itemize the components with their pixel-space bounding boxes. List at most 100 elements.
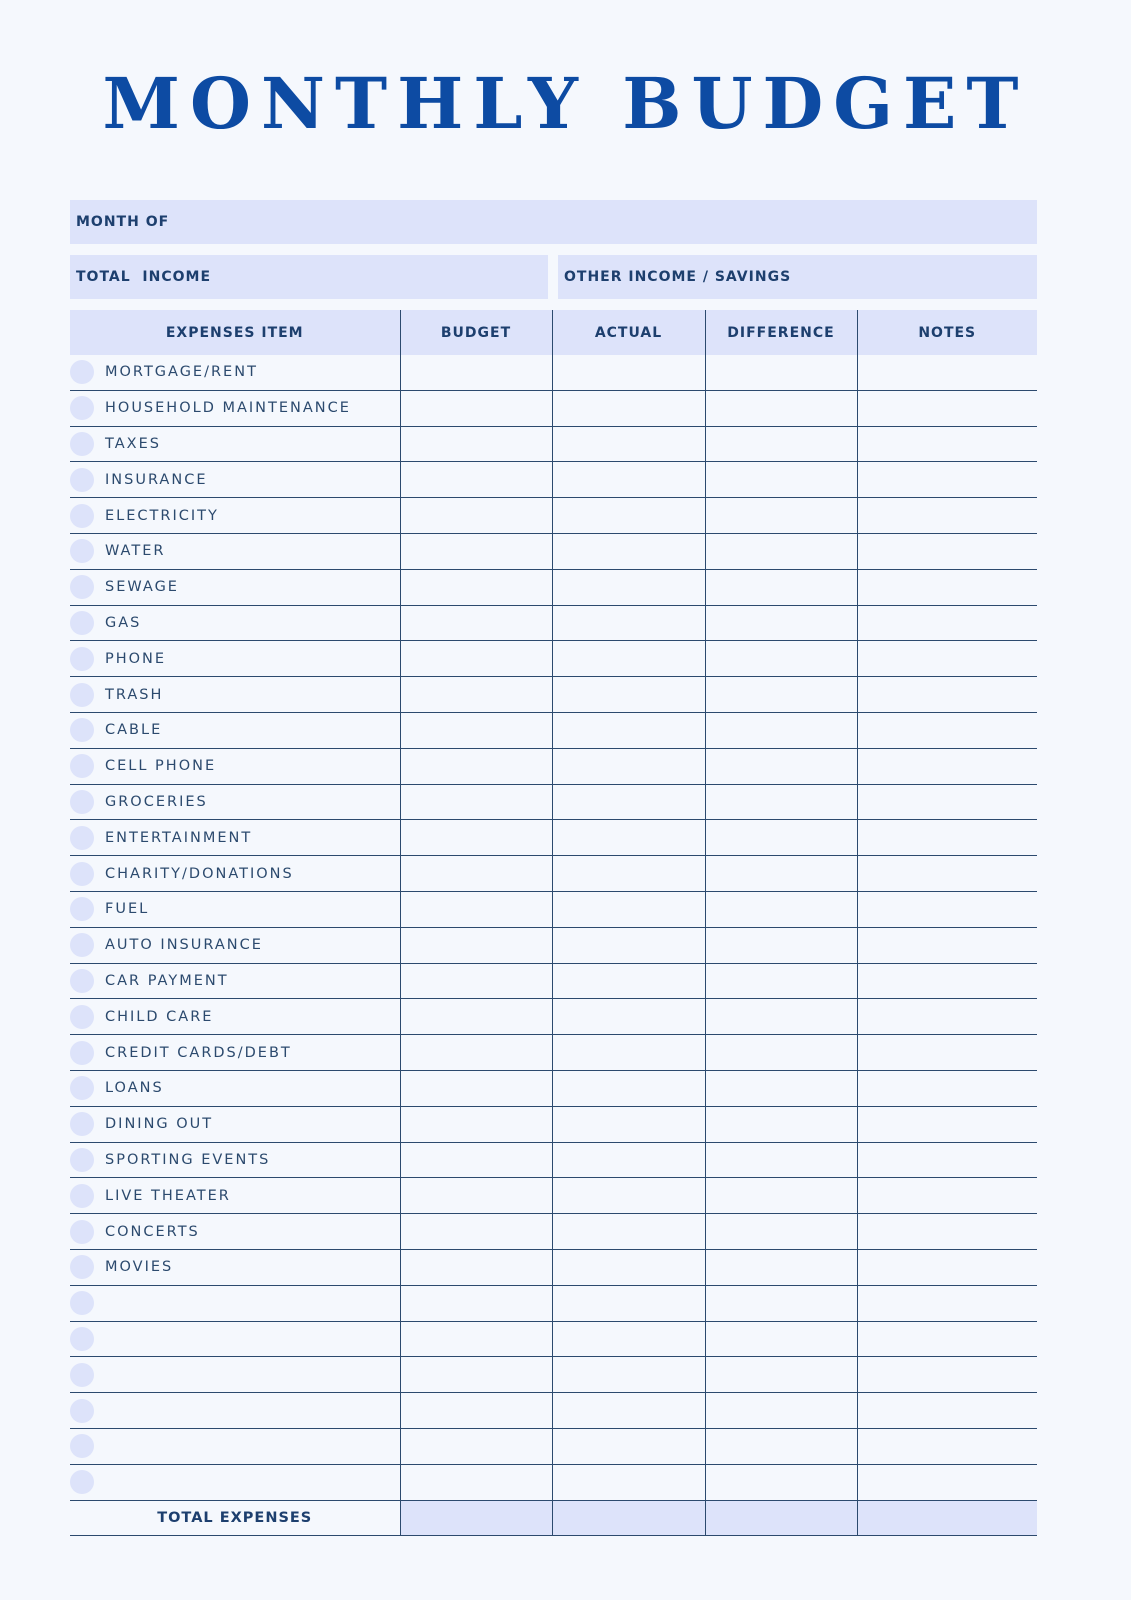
budget-cell[interactable] bbox=[399, 1177, 552, 1215]
budget-cell[interactable] bbox=[399, 891, 552, 928]
difference-cell[interactable] bbox=[704, 1249, 857, 1286]
difference-cell[interactable] bbox=[704, 1428, 857, 1465]
checkbox-circle[interactable] bbox=[70, 1004, 94, 1029]
expense-item-cell[interactable]: CONCERTS bbox=[70, 1213, 400, 1250]
budget-cell[interactable] bbox=[399, 784, 552, 821]
notes-cell[interactable] bbox=[856, 640, 1037, 678]
checkbox-circle[interactable] bbox=[70, 503, 94, 528]
difference-cell[interactable] bbox=[704, 569, 857, 606]
expense-item-cell[interactable]: LIVE THEATER bbox=[70, 1177, 400, 1215]
expense-item-cell[interactable]: MOVIES bbox=[70, 1249, 400, 1286]
actual-cell[interactable] bbox=[551, 497, 705, 534]
actual-cell[interactable] bbox=[551, 1321, 705, 1358]
expense-item-cell[interactable]: AUTO INSURANCE bbox=[70, 927, 400, 964]
difference-cell[interactable] bbox=[704, 461, 857, 499]
checkbox-circle[interactable] bbox=[70, 789, 94, 814]
notes-cell[interactable] bbox=[856, 819, 1037, 857]
notes-cell[interactable] bbox=[856, 891, 1037, 928]
actual-cell[interactable] bbox=[551, 1285, 705, 1322]
difference-cell[interactable] bbox=[704, 676, 857, 713]
notes-cell[interactable] bbox=[856, 461, 1037, 499]
expense-item-cell[interactable]: FUEL bbox=[70, 891, 400, 928]
expense-item-cell[interactable]: CELL PHONE bbox=[70, 748, 400, 785]
budget-cell[interactable] bbox=[399, 461, 552, 499]
difference-cell[interactable] bbox=[704, 1356, 857, 1394]
actual-cell[interactable] bbox=[551, 819, 705, 857]
difference-cell[interactable] bbox=[704, 426, 857, 463]
notes-cell[interactable] bbox=[856, 1428, 1037, 1465]
budget-cell[interactable] bbox=[399, 1070, 552, 1107]
budget-cell[interactable] bbox=[399, 390, 552, 427]
checkbox-circle[interactable] bbox=[70, 682, 94, 707]
difference-cell[interactable] bbox=[704, 1142, 857, 1179]
difference-cell[interactable] bbox=[704, 998, 857, 1036]
expense-item-cell[interactable]: CREDIT CARDS/DEBT bbox=[70, 1034, 400, 1071]
checkbox-circle[interactable] bbox=[70, 1255, 94, 1280]
budget-cell[interactable] bbox=[399, 1321, 552, 1358]
checkbox-circle[interactable] bbox=[70, 1434, 94, 1459]
expense-item-cell[interactable]: DINING OUT bbox=[70, 1106, 400, 1143]
checkbox-circle[interactable] bbox=[70, 1112, 94, 1137]
notes-cell[interactable] bbox=[856, 712, 1037, 749]
checkbox-circle[interactable] bbox=[70, 610, 94, 635]
notes-cell[interactable] bbox=[856, 390, 1037, 427]
actual-cell[interactable] bbox=[551, 1428, 705, 1465]
actual-cell[interactable] bbox=[551, 640, 705, 678]
expense-item-cell[interactable]: PHONE bbox=[70, 640, 400, 678]
checkbox-circle[interactable] bbox=[70, 467, 94, 492]
checkbox-circle[interactable] bbox=[70, 1147, 94, 1172]
difference-cell[interactable] bbox=[704, 640, 857, 678]
checkbox-circle[interactable] bbox=[70, 1326, 94, 1351]
expense-item-cell[interactable] bbox=[70, 1321, 400, 1358]
budget-cell[interactable] bbox=[399, 569, 552, 606]
actual-cell[interactable] bbox=[551, 605, 705, 642]
expense-item-cell[interactable]: SEWAGE bbox=[70, 569, 400, 606]
expense-item-cell[interactable] bbox=[70, 1356, 400, 1394]
actual-cell[interactable] bbox=[551, 1464, 705, 1501]
budget-cell[interactable] bbox=[399, 927, 552, 964]
checkbox-circle[interactable] bbox=[70, 396, 94, 421]
actual-cell[interactable] bbox=[551, 355, 705, 391]
actual-cell[interactable] bbox=[551, 1249, 705, 1286]
checkbox-circle[interactable] bbox=[70, 1362, 94, 1387]
total-budget-cell[interactable] bbox=[399, 1500, 552, 1537]
total-notes-cell[interactable] bbox=[856, 1500, 1037, 1537]
checkbox-circle[interactable] bbox=[70, 1291, 94, 1316]
notes-cell[interactable] bbox=[856, 748, 1037, 785]
notes-cell[interactable] bbox=[856, 1356, 1037, 1394]
actual-cell[interactable] bbox=[551, 998, 705, 1036]
checkbox-circle[interactable] bbox=[70, 897, 94, 922]
notes-cell[interactable] bbox=[856, 497, 1037, 534]
expense-item-cell[interactable] bbox=[70, 1428, 400, 1465]
expense-item-cell[interactable] bbox=[70, 1285, 400, 1322]
notes-cell[interactable] bbox=[856, 533, 1037, 570]
checkbox-circle[interactable] bbox=[70, 754, 94, 779]
expense-item-cell[interactable]: SPORTING EVENTS bbox=[70, 1142, 400, 1179]
budget-cell[interactable] bbox=[399, 1249, 552, 1286]
checkbox-circle[interactable] bbox=[70, 1470, 94, 1495]
actual-cell[interactable] bbox=[551, 1392, 705, 1429]
actual-cell[interactable] bbox=[551, 461, 705, 499]
budget-cell[interactable] bbox=[399, 1142, 552, 1179]
expense-item-cell[interactable]: TRASH bbox=[70, 676, 400, 713]
notes-cell[interactable] bbox=[856, 426, 1037, 463]
checkbox-circle[interactable] bbox=[70, 539, 94, 564]
notes-cell[interactable] bbox=[856, 1464, 1037, 1501]
difference-cell[interactable] bbox=[704, 855, 857, 892]
difference-cell[interactable] bbox=[704, 1034, 857, 1071]
checkbox-circle[interactable] bbox=[70, 360, 94, 385]
notes-cell[interactable] bbox=[856, 1142, 1037, 1179]
actual-cell[interactable] bbox=[551, 1213, 705, 1250]
checkbox-circle[interactable] bbox=[70, 968, 94, 993]
expense-item-cell[interactable]: ENTERTAINMENT bbox=[70, 819, 400, 857]
budget-cell[interactable] bbox=[399, 1034, 552, 1071]
actual-cell[interactable] bbox=[551, 1106, 705, 1143]
notes-cell[interactable] bbox=[856, 355, 1037, 391]
difference-cell[interactable] bbox=[704, 533, 857, 570]
budget-cell[interactable] bbox=[399, 640, 552, 678]
checkbox-circle[interactable] bbox=[70, 431, 94, 456]
budget-cell[interactable] bbox=[399, 533, 552, 570]
checkbox-circle[interactable] bbox=[70, 1398, 94, 1423]
notes-cell[interactable] bbox=[856, 1213, 1037, 1250]
budget-cell[interactable] bbox=[399, 426, 552, 463]
